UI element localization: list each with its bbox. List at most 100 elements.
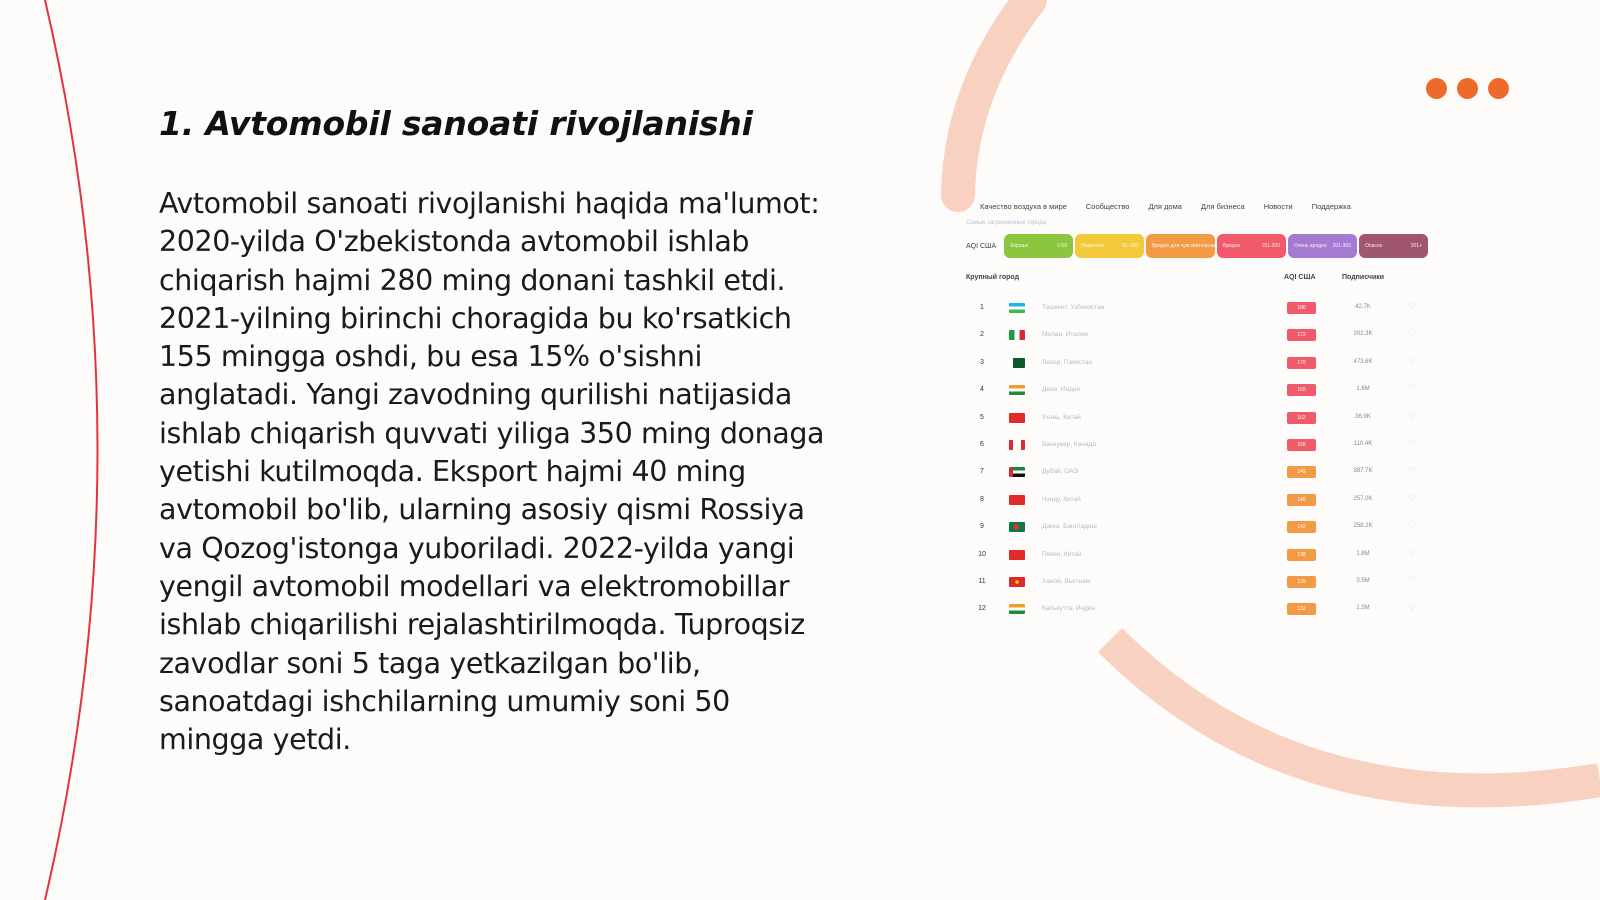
row-subscribers: 36.9K: [1355, 413, 1371, 420]
flag-icon: [1009, 522, 1025, 533]
row-city[interactable]: Милан, Италия: [1042, 331, 1088, 339]
flag-icon: [1009, 604, 1025, 615]
heart-icon[interactable]: ♡: [1408, 574, 1417, 585]
flag-icon: [1009, 494, 1025, 505]
city-row[interactable]: 8 Чэнду, Китай 145 257.0K ♡: [958, 488, 1448, 515]
dot-1: [1426, 78, 1447, 99]
flag-icon: [1009, 576, 1025, 587]
flag-icon: [1009, 439, 1025, 450]
aqi-badge: 145: [1287, 493, 1316, 506]
arc-lower: [1097, 627, 1600, 808]
screenshot-nav: Качество воздуха в мире Сообщество Для д…: [980, 202, 1370, 211]
row-subscribers: 258.2K: [1353, 523, 1373, 530]
heart-icon[interactable]: ♡: [1408, 547, 1417, 558]
aqi-scale-segment: Вредно 151-200: [1217, 234, 1286, 258]
row-city[interactable]: Ванкувер, Канада: [1042, 440, 1096, 448]
heart-icon[interactable]: ♡: [1408, 520, 1417, 531]
row-rank: 10: [978, 550, 986, 558]
row-city[interactable]: Дубай, ОАЭ: [1042, 468, 1079, 476]
decorative-dots: [1426, 78, 1509, 99]
left-red-curve: [44, 0, 99, 900]
flag-icon: [1009, 357, 1025, 368]
city-row[interactable]: 11 Ханой, Вьетнам 135 3.5M ♡: [958, 570, 1448, 597]
row-rank: 8: [980, 495, 984, 503]
segment-label: Очень вредно: [1294, 243, 1327, 249]
dot-3: [1488, 78, 1509, 99]
aqi-ranking-screenshot: Качество воздуха в мире Сообщество Для д…: [958, 192, 1448, 630]
row-rank: 12: [978, 605, 986, 613]
heart-icon[interactable]: ♡: [1408, 465, 1417, 476]
flag-icon: [1009, 385, 1025, 396]
city-row[interactable]: 9 Дакка, Бангладеш 142 258.2K ♡: [958, 515, 1448, 542]
slide-body-text: Avtomobil sanoati rivojlanishi haqida ma…: [159, 187, 825, 757]
segment-label: Опасно: [1365, 243, 1383, 249]
nav-item[interactable]: Поддержка: [1311, 202, 1351, 211]
heart-icon[interactable]: ♡: [1408, 328, 1417, 339]
heart-icon[interactable]: ♡: [1408, 355, 1417, 366]
aqi-badge: 170: [1287, 356, 1316, 369]
city-row[interactable]: 2 Милан, Италия 172 202.3K ♡: [958, 323, 1448, 350]
row-rank: 6: [980, 440, 984, 448]
city-row[interactable]: 7 Дубай, ОАЭ 149 387.7K ♡: [958, 460, 1448, 487]
segment-label: Хорошо: [1010, 243, 1029, 249]
row-city[interactable]: Чэнду, Китай: [1042, 495, 1081, 503]
row-subscribers: 202.3K: [1353, 331, 1373, 338]
nav-item[interactable]: Сообщество: [1085, 202, 1130, 211]
aqi-badge: 155: [1287, 438, 1316, 451]
city-row[interactable]: 10 Пекин, Китай 138 1.8M ♡: [958, 543, 1448, 570]
row-rank: 7: [980, 468, 984, 476]
slide-title: 1. Avtomobil sanoati rivojlanishi: [159, 104, 753, 143]
dot-2: [1457, 78, 1478, 99]
row-rank: 5: [980, 413, 984, 421]
row-city[interactable]: Дели, Индия: [1042, 386, 1081, 394]
aqi-scale-segment: Вредно для чувствительных групп101-150: [1146, 234, 1215, 258]
row-city[interactable]: Ухань, Китай: [1042, 413, 1081, 421]
flag-icon: [1009, 303, 1025, 313]
row-city[interactable]: Калькутта, Индия: [1042, 605, 1096, 613]
heart-icon[interactable]: ♡: [1408, 602, 1417, 613]
heart-icon[interactable]: ♡: [1408, 383, 1417, 394]
row-rank: 1: [980, 304, 984, 311]
city-row[interactable]: 5 Ухань, Китай 162 36.9K ♡: [958, 406, 1448, 433]
row-city[interactable]: Пекин, Китай: [1042, 550, 1082, 558]
nav-item[interactable]: Для дома: [1148, 202, 1182, 211]
city-row[interactable]: 1 Ташкент, Узбекистан 180 42.7K ♡: [958, 296, 1448, 323]
aqi-badge: 149: [1287, 466, 1316, 479]
row-city[interactable]: Ташкент, Узбекистан: [1042, 304, 1105, 311]
city-row[interactable]: 12 Калькутта, Индия 132 1.5M ♡: [958, 597, 1448, 624]
row-subscribers: 3.5M: [1356, 577, 1370, 584]
row-rank: 11: [978, 577, 986, 585]
row-subscribers: 387.7K: [1353, 468, 1373, 475]
heart-icon[interactable]: ♡: [1408, 492, 1417, 503]
nav-item[interactable]: Новости: [1263, 202, 1293, 211]
row-city[interactable]: Дакка, Бангладеш: [1042, 523, 1097, 531]
row-city[interactable]: Ханой, Вьетнам: [1042, 577, 1091, 585]
city-row[interactable]: 6 Ванкувер, Канада 155 110.4K ♡: [958, 433, 1448, 460]
nav-item[interactable]: Для бизнеса: [1200, 202, 1245, 211]
aqi-scale: AQI США Хорошо 0-50 Умеренно 51-100 Вредно д…: [966, 234, 1430, 258]
row-subscribers: 1.8M: [1356, 550, 1370, 557]
heart-icon[interactable]: ♡: [1408, 437, 1417, 448]
segment-range: 0-50: [1056, 243, 1067, 249]
row-city[interactable]: Лахор, Пакистан: [1042, 358, 1093, 366]
scale-label: AQI США: [966, 242, 997, 250]
city-ranking-list: 1 Ташкент, Узбекистан 180 42.7K ♡ 2 Милан, Ита…: [958, 296, 1448, 625]
header-city: Крупный город: [966, 274, 1020, 281]
row-rank: 2: [980, 331, 984, 339]
flag-icon: [1009, 412, 1025, 423]
city-row[interactable]: 4 Дели, Индия 165 1.6M ♡: [958, 378, 1448, 405]
aqi-badge: 172: [1287, 329, 1316, 342]
breadcrumb[interactable]: Самые загрязнённые города: [966, 220, 1047, 226]
aqi-badge: 132: [1287, 603, 1316, 616]
aqi-scale-segment: Опасно 301+: [1359, 234, 1428, 258]
aqi-badge: 138: [1287, 548, 1316, 561]
aqi-scale-segment: Умеренно 51-100: [1075, 234, 1144, 258]
segment-label: Умеренно: [1081, 243, 1105, 249]
aqi-badge: 135: [1287, 575, 1316, 588]
nav-item[interactable]: Качество воздуха в мире: [980, 202, 1067, 211]
heart-icon[interactable]: ♡: [1408, 301, 1417, 311]
heart-icon[interactable]: ♡: [1408, 410, 1417, 421]
flag-icon: [1009, 467, 1025, 478]
segment-label: Вредно для чувствительных групп: [1152, 243, 1215, 249]
city-row[interactable]: 3 Лахор, Пакистан 170 473.6K ♡: [958, 351, 1448, 378]
